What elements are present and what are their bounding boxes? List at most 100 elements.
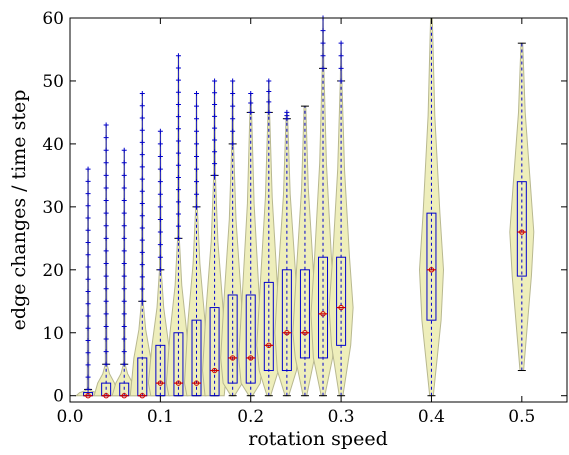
- violin-group-4: [147, 128, 173, 397]
- flier-marker: [248, 91, 254, 97]
- plot-frame: [69, 17, 568, 403]
- flier-marker: [103, 273, 109, 279]
- mean-marker: [103, 393, 109, 399]
- flier-marker: [121, 349, 127, 355]
- flier-marker: [266, 99, 272, 105]
- flier-marker: [212, 90, 218, 96]
- flier-marker: [266, 109, 272, 115]
- flier-marker: [85, 166, 91, 172]
- flier-marker: [175, 126, 181, 132]
- flier-marker: [103, 323, 109, 329]
- flier-marker: [139, 127, 145, 133]
- box: [245, 294, 256, 384]
- flier-marker: [175, 101, 181, 107]
- flier-marker: [85, 264, 91, 270]
- flier-marker: [139, 152, 145, 158]
- violin-group-14: [328, 40, 354, 397]
- mean-marker: [338, 304, 344, 311]
- violin-group-3: [129, 91, 155, 399]
- flier-marker: [139, 176, 145, 182]
- flier-marker: [248, 109, 254, 115]
- flier-marker: [175, 77, 181, 83]
- box: [173, 332, 184, 397]
- y-tick-label: 60: [42, 9, 64, 29]
- flier-marker: [85, 240, 91, 246]
- flier-marker: [212, 78, 218, 84]
- flier-marker: [103, 248, 109, 254]
- flier-marker: [121, 298, 127, 304]
- box: [299, 269, 310, 359]
- mean-marker: [157, 380, 164, 386]
- mean-marker: [193, 380, 200, 386]
- violin-group-2: [111, 147, 137, 399]
- y-tick-label: 40: [42, 135, 64, 155]
- flier-marker: [338, 53, 344, 59]
- flier-marker: [194, 191, 200, 197]
- flier-marker: [266, 88, 272, 94]
- flier-marker: [139, 213, 145, 219]
- flier-marker: [338, 40, 344, 46]
- flier-marker: [121, 160, 127, 166]
- flier-marker: [85, 191, 91, 197]
- flier-marker: [248, 100, 254, 106]
- x-tick-label: 0.4: [418, 407, 445, 427]
- flier-marker: [175, 65, 181, 71]
- flier-marker: [121, 235, 127, 241]
- y-tick-label: 50: [42, 72, 64, 92]
- flier-marker: [230, 103, 236, 109]
- flier-marker: [175, 138, 181, 144]
- flier-marker: [157, 153, 163, 159]
- flier-marker: [139, 91, 145, 97]
- flier-marker: [85, 252, 91, 258]
- flier-marker: [103, 349, 109, 355]
- flier-marker: [320, 53, 326, 59]
- flier-marker: [121, 261, 127, 267]
- flier-marker: [139, 286, 145, 292]
- flier-marker: [121, 210, 127, 216]
- flier-marker: [212, 102, 218, 108]
- flier-marker: [103, 185, 109, 191]
- mean-marker: [175, 380, 182, 386]
- flier-marker: [230, 78, 236, 84]
- box: [516, 181, 527, 277]
- flier-marker: [121, 248, 127, 254]
- y-tick-label: 0: [53, 387, 64, 407]
- x-tick-label: 0.2: [237, 407, 264, 427]
- mean-marker: [248, 355, 254, 361]
- flier-marker: [175, 174, 181, 180]
- flier-marker: [194, 116, 200, 122]
- flier-marker: [85, 203, 91, 209]
- mean-marker: [320, 311, 326, 317]
- flier-marker: [103, 172, 109, 178]
- flier-marker: [103, 311, 109, 317]
- flier-marker: [157, 128, 163, 134]
- flier-marker: [121, 286, 127, 292]
- flier-marker: [157, 204, 163, 210]
- violin-group-6: [183, 91, 210, 397]
- flier-marker: [103, 286, 109, 292]
- mean-marker: [121, 393, 127, 399]
- box: [426, 212, 437, 321]
- flier-marker: [85, 178, 91, 184]
- box: [263, 281, 274, 372]
- flier-marker: [194, 103, 200, 109]
- flier-marker: [103, 198, 109, 204]
- mean-marker: [519, 229, 525, 235]
- x-tick-label: 0.3: [328, 407, 355, 427]
- flier-marker: [139, 249, 145, 255]
- flier-marker: [103, 147, 109, 153]
- mean-marker: [284, 330, 290, 336]
- flier-marker: [175, 162, 181, 168]
- violin-group-9: [238, 91, 264, 397]
- flier-marker: [103, 235, 109, 241]
- flier-marker: [230, 141, 236, 147]
- flier-marker: [175, 53, 181, 59]
- flier-marker: [230, 116, 236, 122]
- flier-marker: [139, 201, 145, 207]
- flier-marker: [157, 229, 163, 235]
- flier-marker: [85, 227, 91, 233]
- flier-marker: [121, 361, 127, 367]
- box: [209, 307, 220, 397]
- mean-marker: [85, 393, 91, 399]
- flier-marker: [85, 325, 91, 331]
